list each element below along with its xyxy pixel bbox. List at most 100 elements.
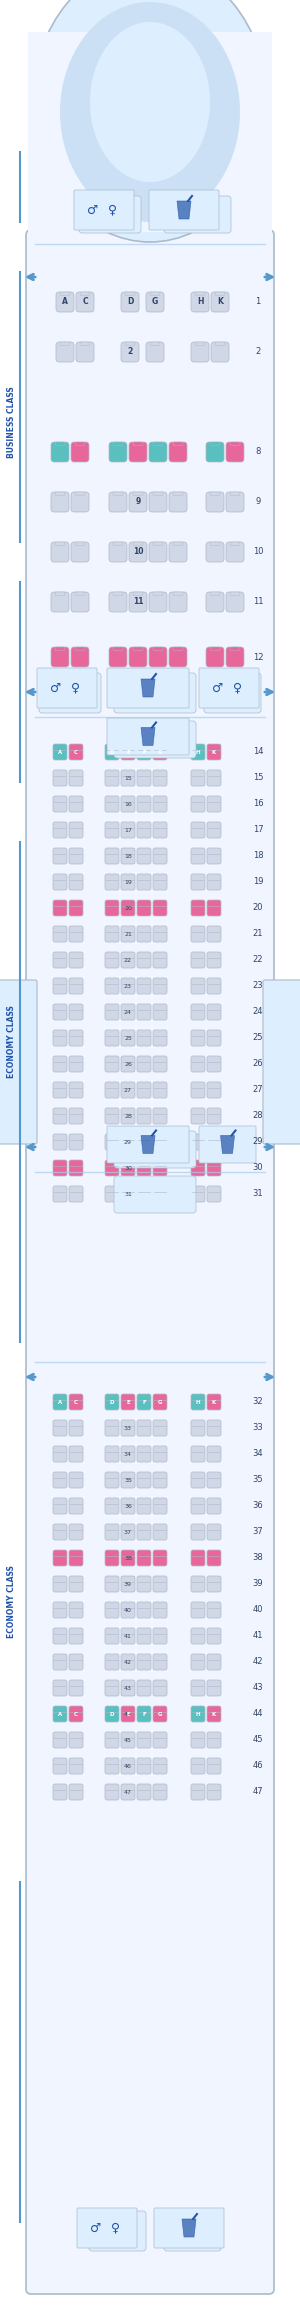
Text: C: C	[82, 297, 88, 307]
FancyBboxPatch shape	[210, 492, 220, 495]
FancyBboxPatch shape	[121, 978, 135, 994]
Text: 29: 29	[124, 1140, 132, 1145]
FancyBboxPatch shape	[105, 978, 119, 994]
FancyBboxPatch shape	[77, 2208, 137, 2248]
FancyBboxPatch shape	[105, 796, 119, 813]
FancyBboxPatch shape	[69, 1602, 83, 1618]
FancyBboxPatch shape	[51, 541, 69, 562]
FancyBboxPatch shape	[105, 1498, 119, 1514]
FancyBboxPatch shape	[105, 1108, 119, 1124]
FancyBboxPatch shape	[133, 441, 143, 446]
FancyBboxPatch shape	[146, 293, 164, 311]
Text: 34: 34	[253, 1449, 263, 1458]
FancyBboxPatch shape	[69, 1653, 83, 1670]
FancyBboxPatch shape	[55, 592, 65, 597]
FancyBboxPatch shape	[107, 1126, 189, 1163]
Text: ♂: ♂	[90, 2222, 102, 2234]
FancyBboxPatch shape	[207, 926, 221, 943]
FancyBboxPatch shape	[75, 441, 85, 446]
FancyBboxPatch shape	[153, 1628, 167, 1644]
FancyBboxPatch shape	[121, 796, 135, 813]
FancyBboxPatch shape	[191, 901, 205, 915]
FancyBboxPatch shape	[153, 1057, 167, 1073]
Text: ECONOMY CLASS: ECONOMY CLASS	[8, 1565, 16, 1639]
FancyBboxPatch shape	[150, 341, 160, 346]
FancyBboxPatch shape	[53, 1133, 67, 1149]
FancyBboxPatch shape	[60, 293, 70, 295]
FancyBboxPatch shape	[207, 848, 221, 864]
FancyBboxPatch shape	[146, 341, 164, 362]
FancyBboxPatch shape	[207, 1758, 221, 1774]
FancyBboxPatch shape	[53, 822, 67, 838]
FancyBboxPatch shape	[137, 873, 151, 889]
Bar	[28, 33, 272, 232]
FancyBboxPatch shape	[149, 492, 167, 511]
FancyBboxPatch shape	[114, 1131, 196, 1168]
FancyBboxPatch shape	[137, 1421, 151, 1435]
FancyBboxPatch shape	[137, 1653, 151, 1670]
FancyBboxPatch shape	[71, 592, 89, 613]
Text: C: C	[74, 1711, 78, 1716]
FancyBboxPatch shape	[191, 952, 205, 968]
FancyBboxPatch shape	[149, 441, 167, 462]
Text: 27: 27	[253, 1084, 263, 1094]
FancyBboxPatch shape	[76, 341, 94, 362]
Polygon shape	[177, 202, 191, 218]
FancyBboxPatch shape	[207, 1057, 221, 1073]
FancyBboxPatch shape	[149, 592, 167, 613]
FancyBboxPatch shape	[153, 1133, 167, 1149]
FancyBboxPatch shape	[121, 1161, 135, 1175]
Text: 45: 45	[124, 1737, 132, 1742]
FancyBboxPatch shape	[191, 1653, 205, 1670]
FancyBboxPatch shape	[51, 441, 69, 462]
FancyBboxPatch shape	[114, 1175, 196, 1212]
FancyBboxPatch shape	[226, 592, 244, 613]
FancyBboxPatch shape	[69, 796, 83, 813]
FancyBboxPatch shape	[69, 1681, 83, 1695]
FancyBboxPatch shape	[105, 771, 119, 787]
FancyBboxPatch shape	[105, 1447, 119, 1463]
FancyBboxPatch shape	[71, 541, 89, 562]
Text: 42: 42	[124, 1660, 132, 1665]
FancyBboxPatch shape	[75, 492, 85, 495]
FancyBboxPatch shape	[191, 1758, 205, 1774]
Text: 37: 37	[253, 1528, 263, 1537]
FancyBboxPatch shape	[53, 1031, 67, 1045]
FancyBboxPatch shape	[69, 1783, 83, 1800]
Text: 19: 19	[253, 878, 263, 887]
FancyBboxPatch shape	[137, 796, 151, 813]
FancyBboxPatch shape	[121, 1031, 135, 1045]
FancyBboxPatch shape	[137, 978, 151, 994]
FancyBboxPatch shape	[53, 1551, 67, 1565]
FancyBboxPatch shape	[153, 1498, 167, 1514]
FancyBboxPatch shape	[51, 592, 69, 613]
FancyBboxPatch shape	[0, 980, 37, 1145]
Text: 24: 24	[253, 1008, 263, 1017]
Text: C: C	[74, 750, 78, 755]
FancyBboxPatch shape	[53, 873, 67, 889]
FancyBboxPatch shape	[137, 1758, 151, 1774]
FancyBboxPatch shape	[69, 822, 83, 838]
FancyBboxPatch shape	[153, 1108, 167, 1124]
Text: 16: 16	[124, 801, 132, 806]
Text: D: D	[110, 1400, 114, 1405]
FancyBboxPatch shape	[207, 1003, 221, 1019]
FancyBboxPatch shape	[71, 648, 89, 666]
FancyBboxPatch shape	[53, 1421, 67, 1435]
FancyBboxPatch shape	[53, 1628, 67, 1644]
FancyBboxPatch shape	[153, 1421, 167, 1435]
FancyBboxPatch shape	[137, 1108, 151, 1124]
FancyBboxPatch shape	[191, 341, 209, 362]
FancyBboxPatch shape	[69, 1707, 83, 1723]
Text: 44: 44	[124, 1711, 132, 1716]
Text: ECONOMY CLASS: ECONOMY CLASS	[8, 1005, 16, 1077]
FancyBboxPatch shape	[129, 441, 147, 462]
FancyBboxPatch shape	[191, 1732, 205, 1748]
FancyBboxPatch shape	[129, 648, 147, 666]
FancyBboxPatch shape	[137, 743, 151, 759]
Text: 46: 46	[124, 1762, 132, 1769]
FancyBboxPatch shape	[207, 1498, 221, 1514]
FancyBboxPatch shape	[105, 873, 119, 889]
Text: 35: 35	[253, 1474, 263, 1484]
Text: 46: 46	[253, 1762, 263, 1769]
